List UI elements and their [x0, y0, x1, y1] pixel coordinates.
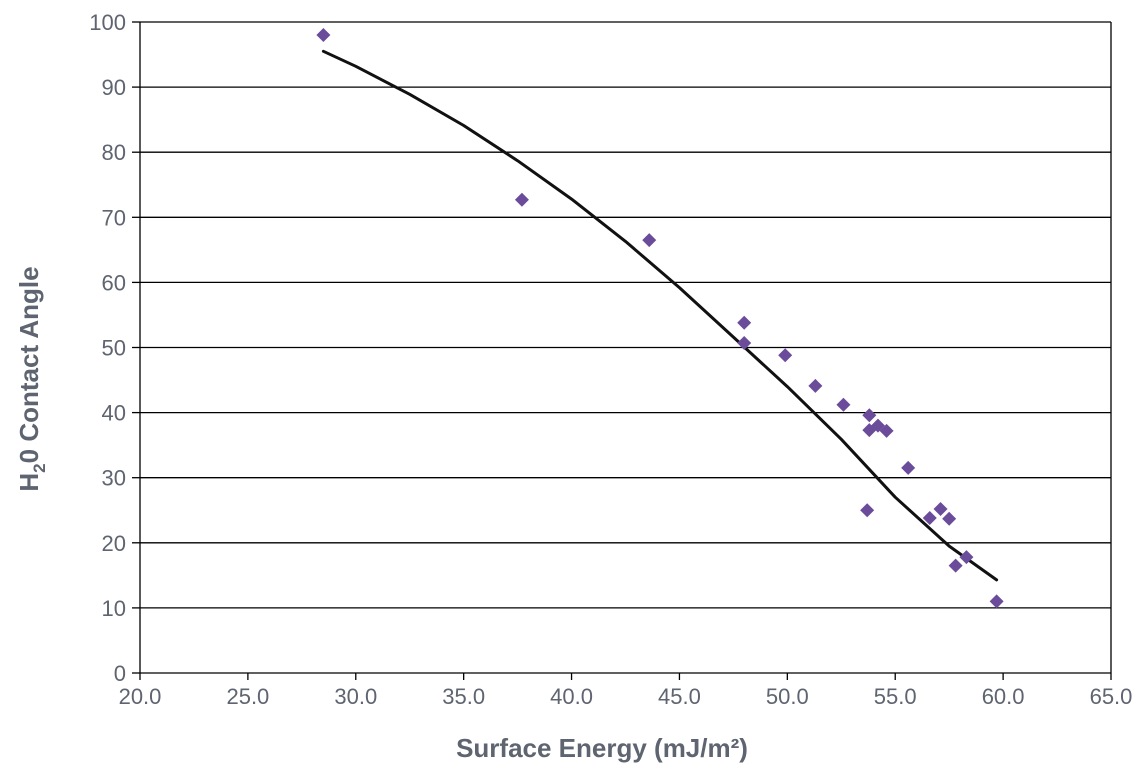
- data-points: [316, 28, 1004, 609]
- x-axis-title: Surface Energy (mJ/m²): [456, 733, 748, 763]
- data-point: [808, 378, 823, 393]
- y-tick-label: 60: [102, 270, 126, 295]
- y-axis-title-prefix: H: [14, 473, 44, 492]
- data-point: [901, 460, 916, 475]
- data-point: [737, 335, 752, 350]
- y-tick-label: 10: [102, 596, 126, 621]
- data-point: [836, 397, 851, 412]
- x-tick-label: 65.0: [1090, 684, 1133, 709]
- x-axis-ticks: 20.0 25.0 30.0 35.0 40.0 45.0 50.0 55.0 60.0 65.0: [119, 673, 1133, 709]
- y-axis-title: H20 Contact Angle: [14, 266, 49, 491]
- y-tick-label: 80: [102, 140, 126, 165]
- x-tick-label: 60.0: [982, 684, 1025, 709]
- y-tick-label: 20: [102, 531, 126, 556]
- y-axis-title-subscript: 2: [30, 463, 49, 472]
- data-point: [959, 550, 974, 565]
- y-tick-label: 50: [102, 336, 126, 361]
- y-axis-title-suffix: 0 Contact Angle: [14, 266, 44, 463]
- data-point: [922, 511, 937, 526]
- data-point: [316, 28, 331, 43]
- y-tick-label: 30: [102, 466, 126, 491]
- data-point: [862, 408, 877, 423]
- x-tick-label: 50.0: [766, 684, 809, 709]
- x-tick-label: 55.0: [874, 684, 917, 709]
- data-point: [989, 594, 1004, 609]
- data-point: [778, 348, 793, 363]
- x-tick-label: 30.0: [334, 684, 377, 709]
- data-point: [737, 315, 752, 330]
- y-axis-ticks: 0 10 20 30 40 50 60 70 80 90 100: [89, 10, 140, 686]
- data-point: [942, 511, 957, 526]
- data-point: [933, 501, 948, 516]
- y-tick-label: 0: [114, 661, 126, 686]
- data-point: [514, 192, 529, 207]
- x-tick-label: 40.0: [550, 684, 593, 709]
- y-tick-label: 100: [89, 10, 126, 35]
- gridlines: [140, 21, 1111, 609]
- y-tick-label: 70: [102, 205, 126, 230]
- y-tick-label: 90: [102, 75, 126, 100]
- x-tick-label: 25.0: [226, 684, 269, 709]
- x-tick-label: 35.0: [442, 684, 485, 709]
- x-tick-label: 45.0: [658, 684, 701, 709]
- trendline: [321, 49, 999, 582]
- trendline-layer: [321, 49, 999, 582]
- y-tick-label: 40: [102, 401, 126, 426]
- data-point: [948, 558, 963, 573]
- data-point: [642, 233, 657, 248]
- data-point: [860, 503, 875, 518]
- data-point: [879, 423, 894, 438]
- x-tick-label: 20.0: [119, 684, 162, 709]
